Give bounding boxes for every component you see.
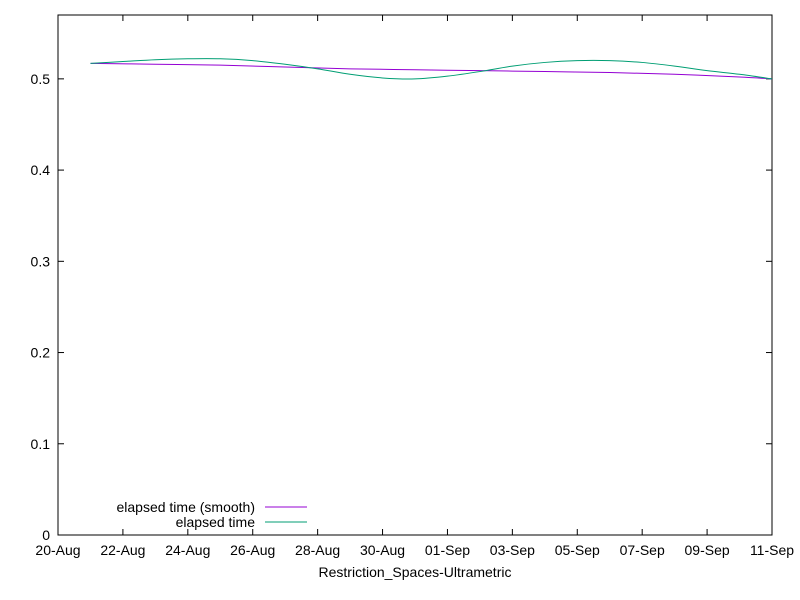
legend-label-elapsed-time: elapsed time: [176, 514, 256, 530]
x-tick-label: 09-Sep: [685, 542, 730, 558]
x-tick-label: 26-Aug: [230, 542, 275, 558]
series-line-elapsed-time-smooth: [90, 62, 773, 80]
y-tick-label: 0.4: [31, 162, 51, 178]
x-tick-label: 28-Aug: [295, 542, 340, 558]
legend: elapsed time (smooth)elapsed time: [116, 499, 307, 530]
x-tick-label: 24-Aug: [165, 542, 210, 558]
y-tick-label: 0.3: [31, 253, 51, 269]
series-line-elapsed-time: [90, 58, 773, 80]
x-tick-label: 30-Aug: [360, 542, 405, 558]
x-tick-label: 22-Aug: [100, 542, 145, 558]
series-lines: [90, 58, 773, 80]
y-tick-label: 0.2: [31, 345, 51, 361]
x-axis-label: Restriction_Spaces-Ultrametric: [319, 564, 512, 580]
y-axis-ticks: 0 0.1 0.2 0.3 0.4 0.5: [31, 71, 772, 543]
x-tick-label: 11-Sep: [750, 542, 794, 558]
x-tick-label: 03-Sep: [490, 542, 535, 558]
x-tick-label: 01-Sep: [425, 542, 470, 558]
legend-label-elapsed-time-smooth: elapsed time (smooth): [116, 499, 255, 515]
y-tick-label: 0: [42, 527, 50, 543]
x-tick-label: 20-Aug: [35, 542, 80, 558]
x-tick-label: 05-Sep: [555, 542, 600, 558]
y-tick-label: 0.5: [31, 71, 51, 87]
y-tick-label: 0.1: [31, 436, 51, 452]
plot-frame: [57, 14, 773, 536]
x-tick-label: 07-Sep: [620, 542, 665, 558]
x-axis-ticks: 20-Aug 22-Aug 24-Aug 26-Aug 28-Aug 30-Aug 01-S…: [35, 15, 794, 558]
